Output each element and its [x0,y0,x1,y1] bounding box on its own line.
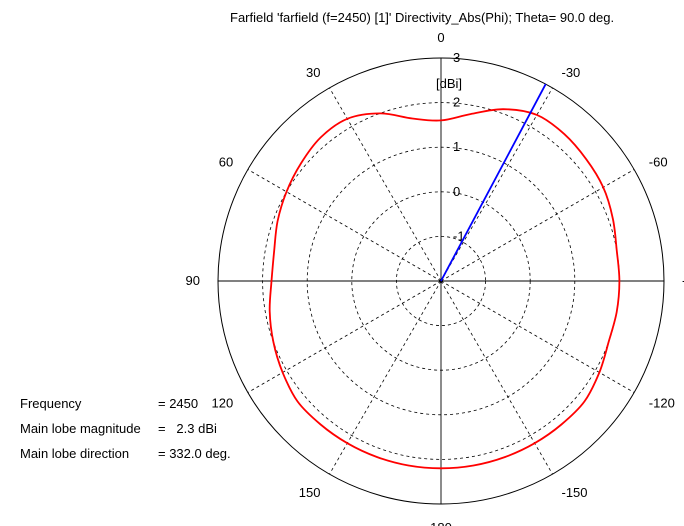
grid-spoke [247,280,442,393]
angle-tick-label: -30 [562,65,581,80]
angle-tick-label: 180 [430,520,452,526]
frequency-row: Frequency = 2450 [20,396,198,411]
grid-spoke [440,280,553,475]
grid-spoke [440,169,635,282]
outer-circle [217,57,665,505]
angle-tick-label: 60 [219,155,233,170]
radial-tick-label: 3 [453,50,460,65]
directivity-curve [268,108,621,470]
angle-tick-label: -150 [562,485,588,500]
radial-tick-label: -1 [453,228,465,243]
angle-tick-label: 0 [437,30,444,45]
angle-tick-label: -90 [682,273,684,288]
main-lobe-direction-row: Main lobe direction = 332.0 deg. [20,446,231,461]
radial-tick-label: 0 [453,184,460,199]
main-lobe-magnitude-label: Main lobe magnitude [20,421,141,436]
radial-tick-label: 1 [453,139,460,154]
chart-title: Farfield 'farfield (f=2450) [1]' Directi… [230,10,615,25]
radial-unit-label: [dBi] [436,76,462,91]
grid-spoke [247,169,442,282]
angle-tick-label: -120 [649,396,675,411]
grid-spoke [329,87,442,282]
frequency-label: Frequency [20,396,82,411]
grid-spoke [329,280,442,475]
main-lobe-magnitude-row: Main lobe magnitude = 2.3 dBi [20,421,217,436]
main-lobe-direction-value: = 332.0 deg. [158,446,231,461]
angle-tick-label: 30 [306,65,320,80]
angle-tick-label: 150 [299,485,321,500]
main-lobe-magnitude-value: = 2.3 dBi [158,421,217,436]
angle-tick-label: 120 [212,396,234,411]
angle-tick-label: -60 [649,155,668,170]
grid-spoke [440,280,635,393]
main-lobe-direction-label: Main lobe direction [20,446,130,461]
grid-spoke [440,87,553,282]
radial-tick-label: 2 [453,95,460,110]
main-lobe-line [440,83,547,282]
angle-tick-label: 90 [186,273,200,288]
frequency-value: = 2450 [158,396,199,411]
